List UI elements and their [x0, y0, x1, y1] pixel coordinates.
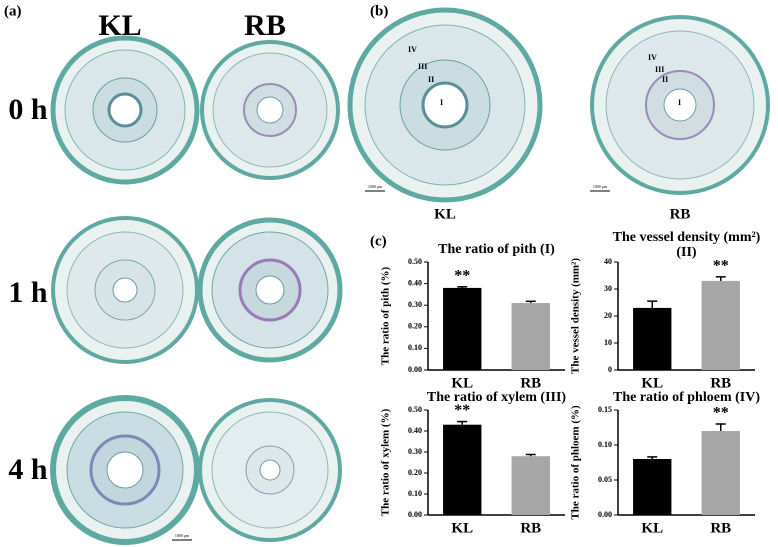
- chart-subtitle: (II): [676, 245, 697, 260]
- y-tick-label: 0: [608, 365, 612, 374]
- y-tick-label: 30: [604, 284, 612, 293]
- panel-label: (a): [4, 3, 22, 19]
- x-tick-label: KL: [641, 375, 663, 391]
- y-tick-label: 0.50: [408, 405, 422, 414]
- y-tick-label: 0.50: [408, 257, 422, 266]
- region-label: IV: [408, 45, 417, 54]
- region-label: I: [440, 98, 443, 107]
- y-tick-label: 0.10: [408, 489, 422, 498]
- region-label: III: [418, 62, 427, 71]
- y-tick-label: 0.20: [408, 322, 422, 331]
- y-axis-label: The ratio of pith (%): [380, 266, 392, 365]
- y-tick-label: 0.20: [408, 468, 422, 477]
- region-label: II: [428, 75, 434, 84]
- y-axis-label: The ratio of xylem (%): [380, 408, 392, 516]
- row-label: 0 h: [8, 93, 48, 126]
- bar: [443, 424, 482, 515]
- significance: **: [454, 268, 470, 285]
- bar: [443, 287, 482, 370]
- y-tick-label: 10: [604, 338, 612, 347]
- bar: [701, 431, 740, 515]
- scale-bar-label: 1000 μm: [175, 533, 190, 538]
- row-label: 1 h: [8, 276, 48, 309]
- y-tick-label: 0.30: [408, 447, 422, 456]
- region-label: I: [678, 98, 681, 107]
- significance: **: [713, 258, 729, 275]
- panel-label: (b): [370, 3, 388, 19]
- y-tick-label: 0.40: [408, 278, 422, 287]
- x-tick-label: RB: [710, 520, 731, 536]
- chart-title: The ratio of xylem (III): [427, 390, 567, 405]
- column-label: RB: [244, 9, 286, 42]
- x-tick-label: RB: [710, 375, 731, 391]
- y-axis-label: The vessel density (mm²): [570, 258, 582, 374]
- micrographs: [50, 7, 770, 545]
- x-tick-label: KL: [451, 375, 473, 391]
- chart-title: The ratio of pith (I): [438, 242, 555, 257]
- significance: **: [454, 402, 470, 419]
- region-label: II: [662, 75, 668, 84]
- bar: [511, 303, 550, 370]
- scale-bar-label: 1000 μm: [368, 184, 383, 189]
- y-tick-label: 0.40: [408, 426, 422, 435]
- bar: [701, 280, 740, 370]
- panel-label: (c): [370, 233, 387, 249]
- y-tick-label: 0.00: [408, 365, 422, 374]
- bar: [511, 456, 550, 515]
- bar: [633, 307, 672, 370]
- region-label: III: [655, 65, 664, 74]
- column-label: KL: [98, 9, 141, 42]
- y-tick-label: 0.15: [598, 405, 612, 414]
- significance: **: [713, 405, 729, 422]
- section-label: KL: [434, 206, 456, 222]
- y-tick-label: 0.30: [408, 300, 422, 309]
- x-tick-label: RB: [520, 375, 541, 391]
- y-tick-label: 0.00: [598, 510, 612, 519]
- x-tick-label: KL: [451, 520, 473, 536]
- y-tick-label: 40: [604, 257, 612, 266]
- bar: [633, 459, 672, 515]
- y-axis-label: The ratio of phloem (%): [570, 405, 582, 520]
- y-tick-label: 20: [604, 311, 612, 320]
- x-tick-label: KL: [641, 520, 663, 536]
- region-label: IV: [648, 53, 657, 62]
- scale-bar-label: 1000 μm: [593, 184, 608, 189]
- section-label: RB: [670, 206, 691, 222]
- y-tick-label: 0.05: [598, 475, 612, 484]
- y-tick-label: 0.10: [598, 440, 612, 449]
- y-tick-label: 0.10: [408, 343, 422, 352]
- row-label: 4 h: [8, 453, 48, 486]
- chart-title: The ratio of phloem (IV): [613, 390, 760, 405]
- y-tick-label: 0.00: [408, 510, 422, 519]
- x-tick-label: RB: [520, 520, 541, 536]
- chart-title: The vessel density (mm²): [613, 230, 761, 245]
